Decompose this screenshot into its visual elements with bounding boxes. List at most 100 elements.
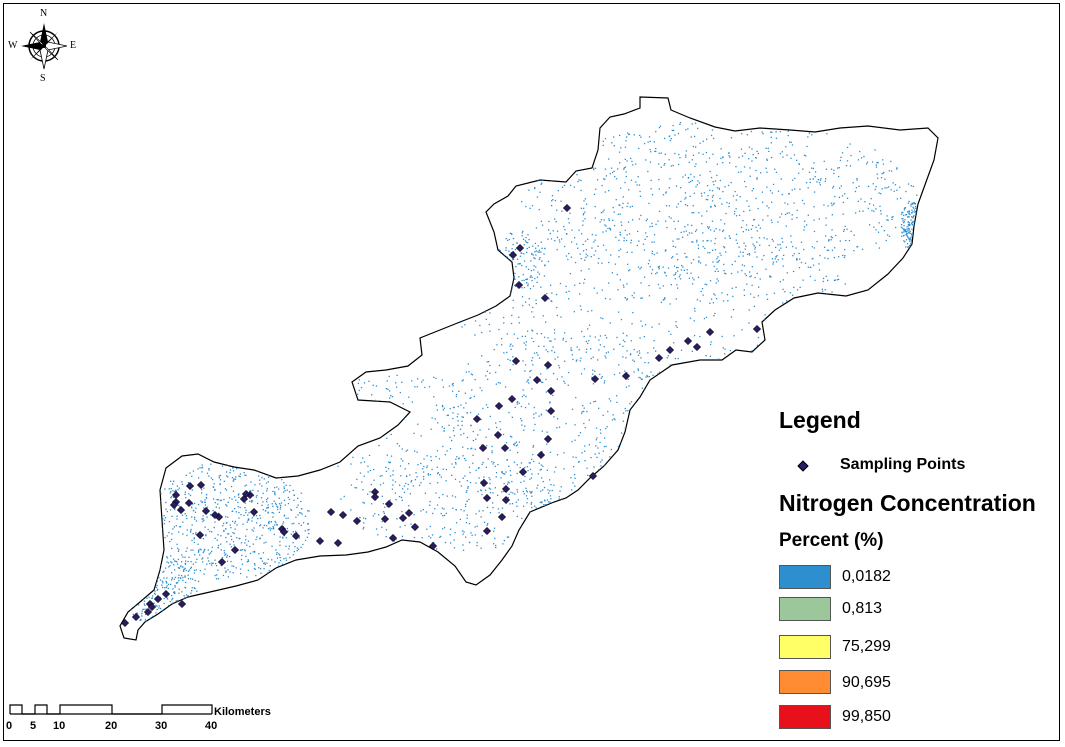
raster-pixel [565,522,567,524]
sampling-point[interactable] [514,280,524,290]
raster-pixel [542,518,544,520]
sampling-point[interactable] [241,489,251,499]
sampling-point[interactable] [153,594,163,604]
sampling-point[interactable] [705,327,715,337]
raster-pixel [458,390,460,392]
sampling-point[interactable] [210,510,220,520]
sampling-point[interactable] [147,602,157,612]
sampling-point[interactable] [326,507,336,517]
sampling-point[interactable] [654,353,664,363]
sampling-point[interactable] [384,499,394,509]
raster-pixel [790,241,792,243]
sampling-point[interactable] [621,371,631,381]
sampling-point[interactable] [508,250,518,260]
sampling-point[interactable] [388,533,398,543]
sampling-point[interactable] [472,414,482,424]
sampling-point[interactable] [507,394,517,404]
raster-pixel [903,207,906,209]
sampling-point[interactable] [546,386,556,396]
sampling-point[interactable] [291,531,301,541]
raster-pixel [352,456,354,458]
raster-pixel [757,207,759,210]
sampling-point[interactable] [752,324,762,334]
sampling-point[interactable] [590,374,600,384]
sampling-point[interactable] [370,492,380,502]
sampling-point[interactable] [536,450,546,460]
sampling-point[interactable] [515,243,525,253]
sampling-point[interactable] [230,545,240,555]
sampling-point[interactable] [683,336,693,346]
sampling-point[interactable] [665,345,675,355]
raster-pixel [541,224,544,226]
raster-pixel [509,449,511,451]
raster-pixel [170,608,172,611]
raster-pixel [639,195,642,197]
sampling-point[interactable] [546,406,556,416]
sampling-point[interactable] [588,471,598,481]
raster-pixel [622,339,625,341]
sampling-point[interactable] [501,495,511,505]
sampling-point[interactable] [404,508,414,518]
sampling-point[interactable] [143,607,153,617]
sampling-point[interactable] [518,467,528,477]
sampling-point[interactable] [428,541,438,551]
sampling-point[interactable] [543,360,553,370]
raster-pixel [190,530,192,532]
sampling-point[interactable] [120,618,130,628]
raster-pixel [488,428,490,430]
raster-pixel [911,224,913,226]
sampling-point[interactable] [540,293,550,303]
raster-pixel [156,609,158,611]
sampling-point[interactable] [482,526,492,536]
raster-pixel [274,520,276,523]
sampling-point[interactable] [279,527,289,537]
raster-pixel [767,147,769,149]
raster-pixel [599,441,601,444]
sampling-point[interactable] [185,481,195,491]
sampling-point[interactable] [410,522,420,532]
sampling-point[interactable] [482,493,492,503]
raster-pixel [912,206,914,208]
raster-pixel [624,229,626,231]
raster-pixel [869,224,871,226]
raster-pixel [499,289,501,292]
sampling-point[interactable] [177,599,187,609]
sampling-point[interactable] [249,507,259,517]
sampling-point[interactable] [497,512,507,522]
raster-pixel [646,446,649,448]
sampling-point[interactable] [501,484,511,494]
raster-pixel [613,224,616,227]
sampling-point[interactable] [532,375,542,385]
sampling-point[interactable] [195,530,205,540]
raster-pixel [363,502,365,504]
sampling-point[interactable] [380,514,390,524]
sampling-point[interactable] [217,557,227,567]
sampling-point[interactable] [196,480,206,490]
sampling-point[interactable] [338,510,348,520]
sampling-point[interactable] [333,538,343,548]
sampling-point[interactable] [169,500,179,510]
sampling-point[interactable] [398,513,408,523]
raster-pixel [768,150,770,152]
sampling-point[interactable] [479,478,489,488]
sampling-point[interactable] [493,430,503,440]
sampling-point[interactable] [161,589,171,599]
sampling-point[interactable] [478,443,488,453]
sampling-point[interactable] [370,487,380,497]
sampling-point[interactable] [562,203,572,213]
sampling-point[interactable] [500,443,510,453]
raster-pixel [869,203,871,205]
sampling-point[interactable] [176,505,186,515]
sampling-point[interactable] [543,434,553,444]
sampling-point[interactable] [511,356,521,366]
sampling-point[interactable] [692,342,702,352]
sampling-point[interactable] [171,490,181,500]
sampling-point[interactable] [494,401,504,411]
sampling-point[interactable] [184,498,194,508]
raster-pixel [253,464,255,466]
sampling-point[interactable] [315,536,325,546]
sampling-point[interactable] [131,612,141,622]
sampling-point[interactable] [201,506,211,516]
sampling-point[interactable] [352,516,362,526]
